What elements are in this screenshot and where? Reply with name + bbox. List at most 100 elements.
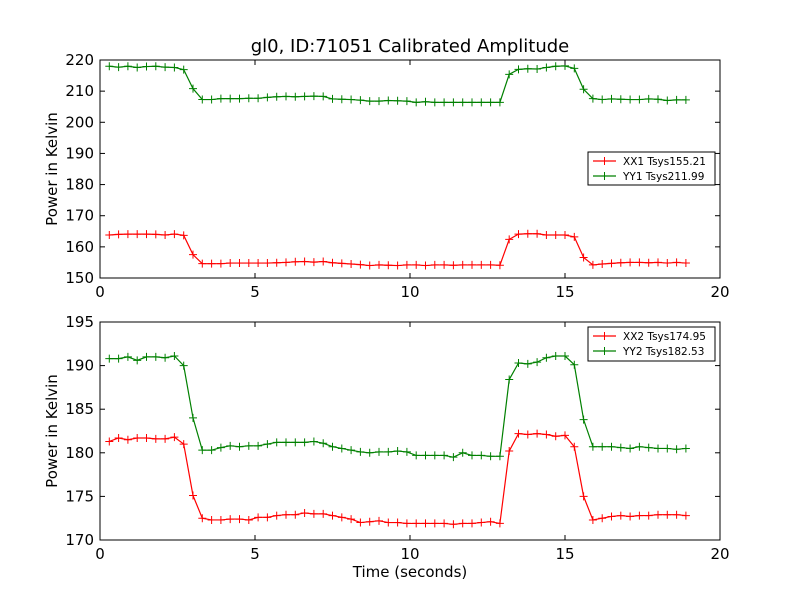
data-point	[337, 259, 346, 268]
data-point	[300, 257, 309, 266]
legend-box	[587, 151, 716, 186]
data-point	[430, 451, 439, 460]
data-point	[542, 430, 551, 439]
series-line-1-1	[109, 233, 686, 267]
data-point	[207, 95, 216, 104]
data-point	[375, 97, 383, 106]
data-point	[170, 352, 179, 361]
data-point	[672, 510, 681, 519]
data-point	[663, 444, 672, 453]
y-tick-label: 180	[65, 444, 94, 462]
y-tick-label: 150	[65, 269, 94, 287]
data-point	[607, 94, 616, 103]
data-point	[402, 519, 411, 528]
data-point	[393, 447, 402, 456]
data-point	[272, 438, 281, 447]
data-point	[161, 353, 170, 362]
data-point	[337, 513, 346, 522]
data-point	[347, 446, 356, 455]
data-point	[226, 94, 235, 103]
data-point	[523, 64, 532, 73]
data-point	[514, 429, 523, 438]
data-point	[198, 446, 207, 455]
data-point	[616, 443, 625, 452]
data-point	[514, 230, 523, 239]
data-point	[542, 231, 551, 240]
data-point	[626, 512, 635, 521]
data-point	[319, 257, 328, 266]
data-point	[105, 62, 114, 71]
data-point	[375, 260, 383, 269]
data-point	[282, 510, 290, 519]
data-point	[226, 441, 235, 450]
data-point	[300, 438, 309, 447]
data-point	[123, 230, 132, 239]
data-point	[254, 441, 263, 450]
data-point	[365, 448, 374, 457]
data-point	[328, 94, 337, 103]
data-point	[105, 231, 114, 240]
data-point	[412, 260, 421, 269]
legend-label: YY1 Tsys211.99	[622, 171, 704, 183]
data-point	[486, 452, 495, 461]
data-point	[635, 258, 644, 267]
data-point	[384, 261, 393, 270]
data-point	[672, 258, 681, 267]
data-point	[207, 515, 216, 524]
data-point	[161, 63, 170, 72]
x-tick-label: 0	[95, 545, 105, 563]
data-point	[244, 441, 253, 450]
data-point	[105, 354, 114, 363]
data-point	[402, 97, 411, 106]
data-point	[291, 257, 300, 266]
data-point	[123, 435, 132, 444]
data-point	[123, 62, 132, 71]
data-point	[644, 511, 653, 520]
data-point	[198, 95, 207, 104]
data-point	[151, 230, 160, 239]
data-point	[654, 95, 662, 104]
series-markers-1-1	[105, 229, 690, 270]
data-point	[588, 515, 597, 524]
data-point	[309, 509, 318, 518]
y-tick-label: 180	[65, 176, 94, 194]
data-point	[551, 231, 560, 240]
legend-swatch-marker	[600, 347, 609, 355]
data-point	[551, 352, 560, 361]
data-point	[440, 260, 449, 269]
data-point	[300, 508, 309, 517]
data-point	[123, 352, 132, 361]
data-point	[598, 442, 607, 451]
data-point	[635, 442, 644, 451]
data-point	[263, 259, 272, 268]
data-point	[486, 98, 495, 107]
series-markers-1-2	[105, 61, 690, 107]
y-tick-label: 190	[65, 357, 94, 375]
data-point	[579, 492, 588, 501]
data-point	[495, 261, 504, 270]
data-point	[216, 443, 225, 452]
legend-swatch-marker	[600, 157, 609, 165]
y-tick-label: 210	[65, 82, 94, 100]
data-point	[365, 97, 374, 106]
data-point	[291, 438, 300, 447]
data-point	[328, 511, 337, 520]
data-point	[189, 250, 197, 259]
data-point	[598, 259, 607, 268]
data-point	[263, 513, 272, 522]
data-point	[291, 510, 300, 519]
data-point	[161, 434, 170, 443]
data-point	[542, 63, 551, 72]
data-point	[235, 442, 244, 451]
legend-swatch-marker	[600, 332, 609, 340]
data-point	[384, 96, 393, 105]
data-point	[402, 447, 411, 456]
data-point	[226, 515, 235, 524]
y-tick-label: 220	[65, 51, 94, 69]
data-point	[440, 98, 449, 107]
data-point	[644, 443, 653, 452]
data-point	[356, 96, 365, 105]
data-point	[347, 95, 356, 104]
x-axis-label: Time (seconds)	[352, 563, 468, 581]
y-tick-label: 160	[65, 238, 94, 256]
